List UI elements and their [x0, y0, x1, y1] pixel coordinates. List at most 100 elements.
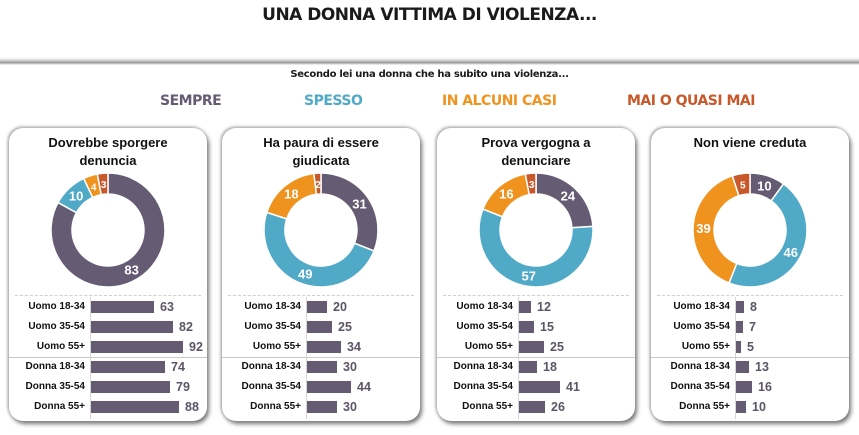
panel-card: Dovrebbe sporgere denuncia 83 10 4 3 Uomo 18-3…	[9, 128, 207, 421]
dotted-divider	[443, 295, 629, 296]
bar	[307, 361, 337, 373]
donut-slice-label: 83	[124, 263, 138, 278]
bar-category-label: Donna 35-54	[670, 381, 730, 392]
bar-value-label: 30	[343, 360, 357, 374]
panel-title: Dovrebbe sporgere denuncia	[9, 134, 207, 170]
group-divider	[437, 357, 635, 358]
bar	[91, 301, 154, 313]
panel-title: Ha paura di essere giudicata	[222, 134, 420, 170]
bar-category-label: Donna 35-54	[25, 381, 85, 392]
bar-value-label: 16	[758, 380, 772, 394]
bar-value-label: 10	[752, 400, 766, 414]
group-divider	[651, 357, 849, 358]
bar-category-label: Donna 55+	[250, 401, 301, 412]
bar	[736, 301, 744, 313]
panel-title: Prova vergogna a denunciare	[437, 134, 635, 170]
donut-slice-label: 2	[315, 180, 321, 191]
donut-slice-mai-o-quasi-mai	[96, 172, 109, 196]
dotted-divider	[657, 295, 843, 296]
bar-category-label: Uomo 35-54	[244, 321, 301, 332]
bar	[91, 321, 173, 333]
bar-category-label: Uomo 55+	[464, 341, 513, 352]
bar-category-label: Uomo 18-34	[673, 301, 730, 312]
donut-slice-label: 3	[529, 180, 535, 191]
bar	[736, 361, 749, 373]
bar-category-label: Donna 18-34	[453, 361, 513, 372]
axis-line	[90, 297, 91, 419]
bar	[91, 401, 179, 413]
panel-card: Ha paura di essere giudicata 31 49 18 2 Uomo 1…	[222, 128, 420, 421]
bar-value-label: 20	[333, 300, 347, 314]
bar	[736, 401, 746, 413]
bar	[519, 301, 531, 313]
donut-slice-label: 24	[561, 189, 576, 204]
bar-category-label: Donna 18-34	[25, 361, 85, 372]
axis-line	[518, 297, 519, 419]
dotted-divider	[15, 295, 201, 296]
bar-value-label: 92	[189, 340, 203, 354]
donut-slice-spesso	[728, 182, 808, 288]
divider	[0, 57, 859, 65]
donut-slice-label: 39	[696, 221, 710, 236]
donut-chart: 31 49 18 2	[263, 172, 379, 288]
legend-in-alcuni-casi: IN ALCUNI CASI	[442, 93, 557, 109]
bar	[519, 381, 560, 393]
bar-value-label: 18	[543, 360, 557, 374]
group-divider	[222, 357, 420, 358]
legend-sempre: SEMPRE	[160, 93, 222, 109]
bar	[91, 381, 170, 393]
panel-title: Non viene creduta	[651, 134, 849, 152]
bar-category-label: Uomo 55+	[681, 341, 730, 352]
donut-slice-sempre	[320, 172, 379, 252]
bar	[91, 361, 165, 373]
bar-value-label: 25	[550, 340, 564, 354]
donut-slice-label: 49	[298, 266, 312, 281]
donut-slice-label: 57	[521, 268, 535, 283]
donut-chart: 24 57 16 3	[478, 172, 594, 288]
bar-category-label: Donna 35-54	[453, 381, 513, 392]
panel-title-line: denunciare	[501, 153, 571, 168]
donut-slice-label: 4	[91, 182, 97, 193]
donut-slice-mai-o-quasi-mai	[524, 172, 537, 196]
donut-slice-spesso	[478, 208, 594, 288]
bar	[736, 381, 752, 393]
donut-slice-sempre	[50, 172, 166, 288]
bar	[307, 301, 327, 313]
bar-value-label: 74	[171, 360, 185, 374]
bar	[736, 341, 741, 353]
bar	[519, 361, 537, 373]
bar-value-label: 15	[540, 320, 554, 334]
bar	[307, 401, 337, 413]
bar	[736, 321, 743, 333]
bar-category-label: Uomo 18-34	[456, 301, 513, 312]
bar-value-label: 12	[537, 300, 551, 314]
page-title: UNA DONNA VITTIMA DI VIOLENZA...	[262, 5, 597, 25]
bar-category-label: Uomo 35-54	[673, 321, 730, 332]
bar-value-label: 82	[179, 320, 193, 334]
bar-value-label: 79	[176, 380, 190, 394]
donut-chart: 10 46 39 5	[692, 172, 808, 288]
bar-category-label: Donna 55+	[679, 401, 730, 412]
donut-slice-spesso	[263, 211, 375, 288]
panel-title-line: Dovrebbe sporgere	[48, 135, 168, 150]
group-divider	[9, 357, 207, 358]
bar-category-label: Uomo 18-34	[28, 301, 85, 312]
bar-chart: Uomo 18-34 12 Uomo 35-54 15 Uomo 55+ 25 Donna …	[437, 295, 635, 419]
bar	[519, 321, 534, 333]
panel-title-line: Prova vergogna a	[481, 135, 591, 150]
legend-mai-o-quasi-mai: MAI O QUASI MAI	[627, 93, 755, 109]
bar-value-label: 88	[185, 400, 199, 414]
bar-value-label: 26	[551, 400, 565, 414]
panel-card: Prova vergogna a denunciare 24 57 16 3 Uomo 18…	[437, 128, 635, 421]
bar-chart: Uomo 18-34 8 Uomo 35-54 7 Uomo 55+ 5 Donna 18-…	[651, 295, 849, 419]
bar-value-label: 34	[347, 340, 361, 354]
bar-category-label: Donna 55+	[34, 401, 85, 412]
donut-slice-label: 31	[352, 196, 366, 211]
panel-title-line: giudicata	[292, 153, 350, 168]
axis-line	[306, 297, 307, 419]
bar	[307, 381, 351, 393]
donut-slice-label: 10	[757, 178, 771, 193]
bar-value-label: 7	[749, 320, 756, 334]
donut-slice-mai-o-quasi-mai	[731, 172, 751, 197]
bar-category-label: Donna 55+	[462, 401, 513, 412]
